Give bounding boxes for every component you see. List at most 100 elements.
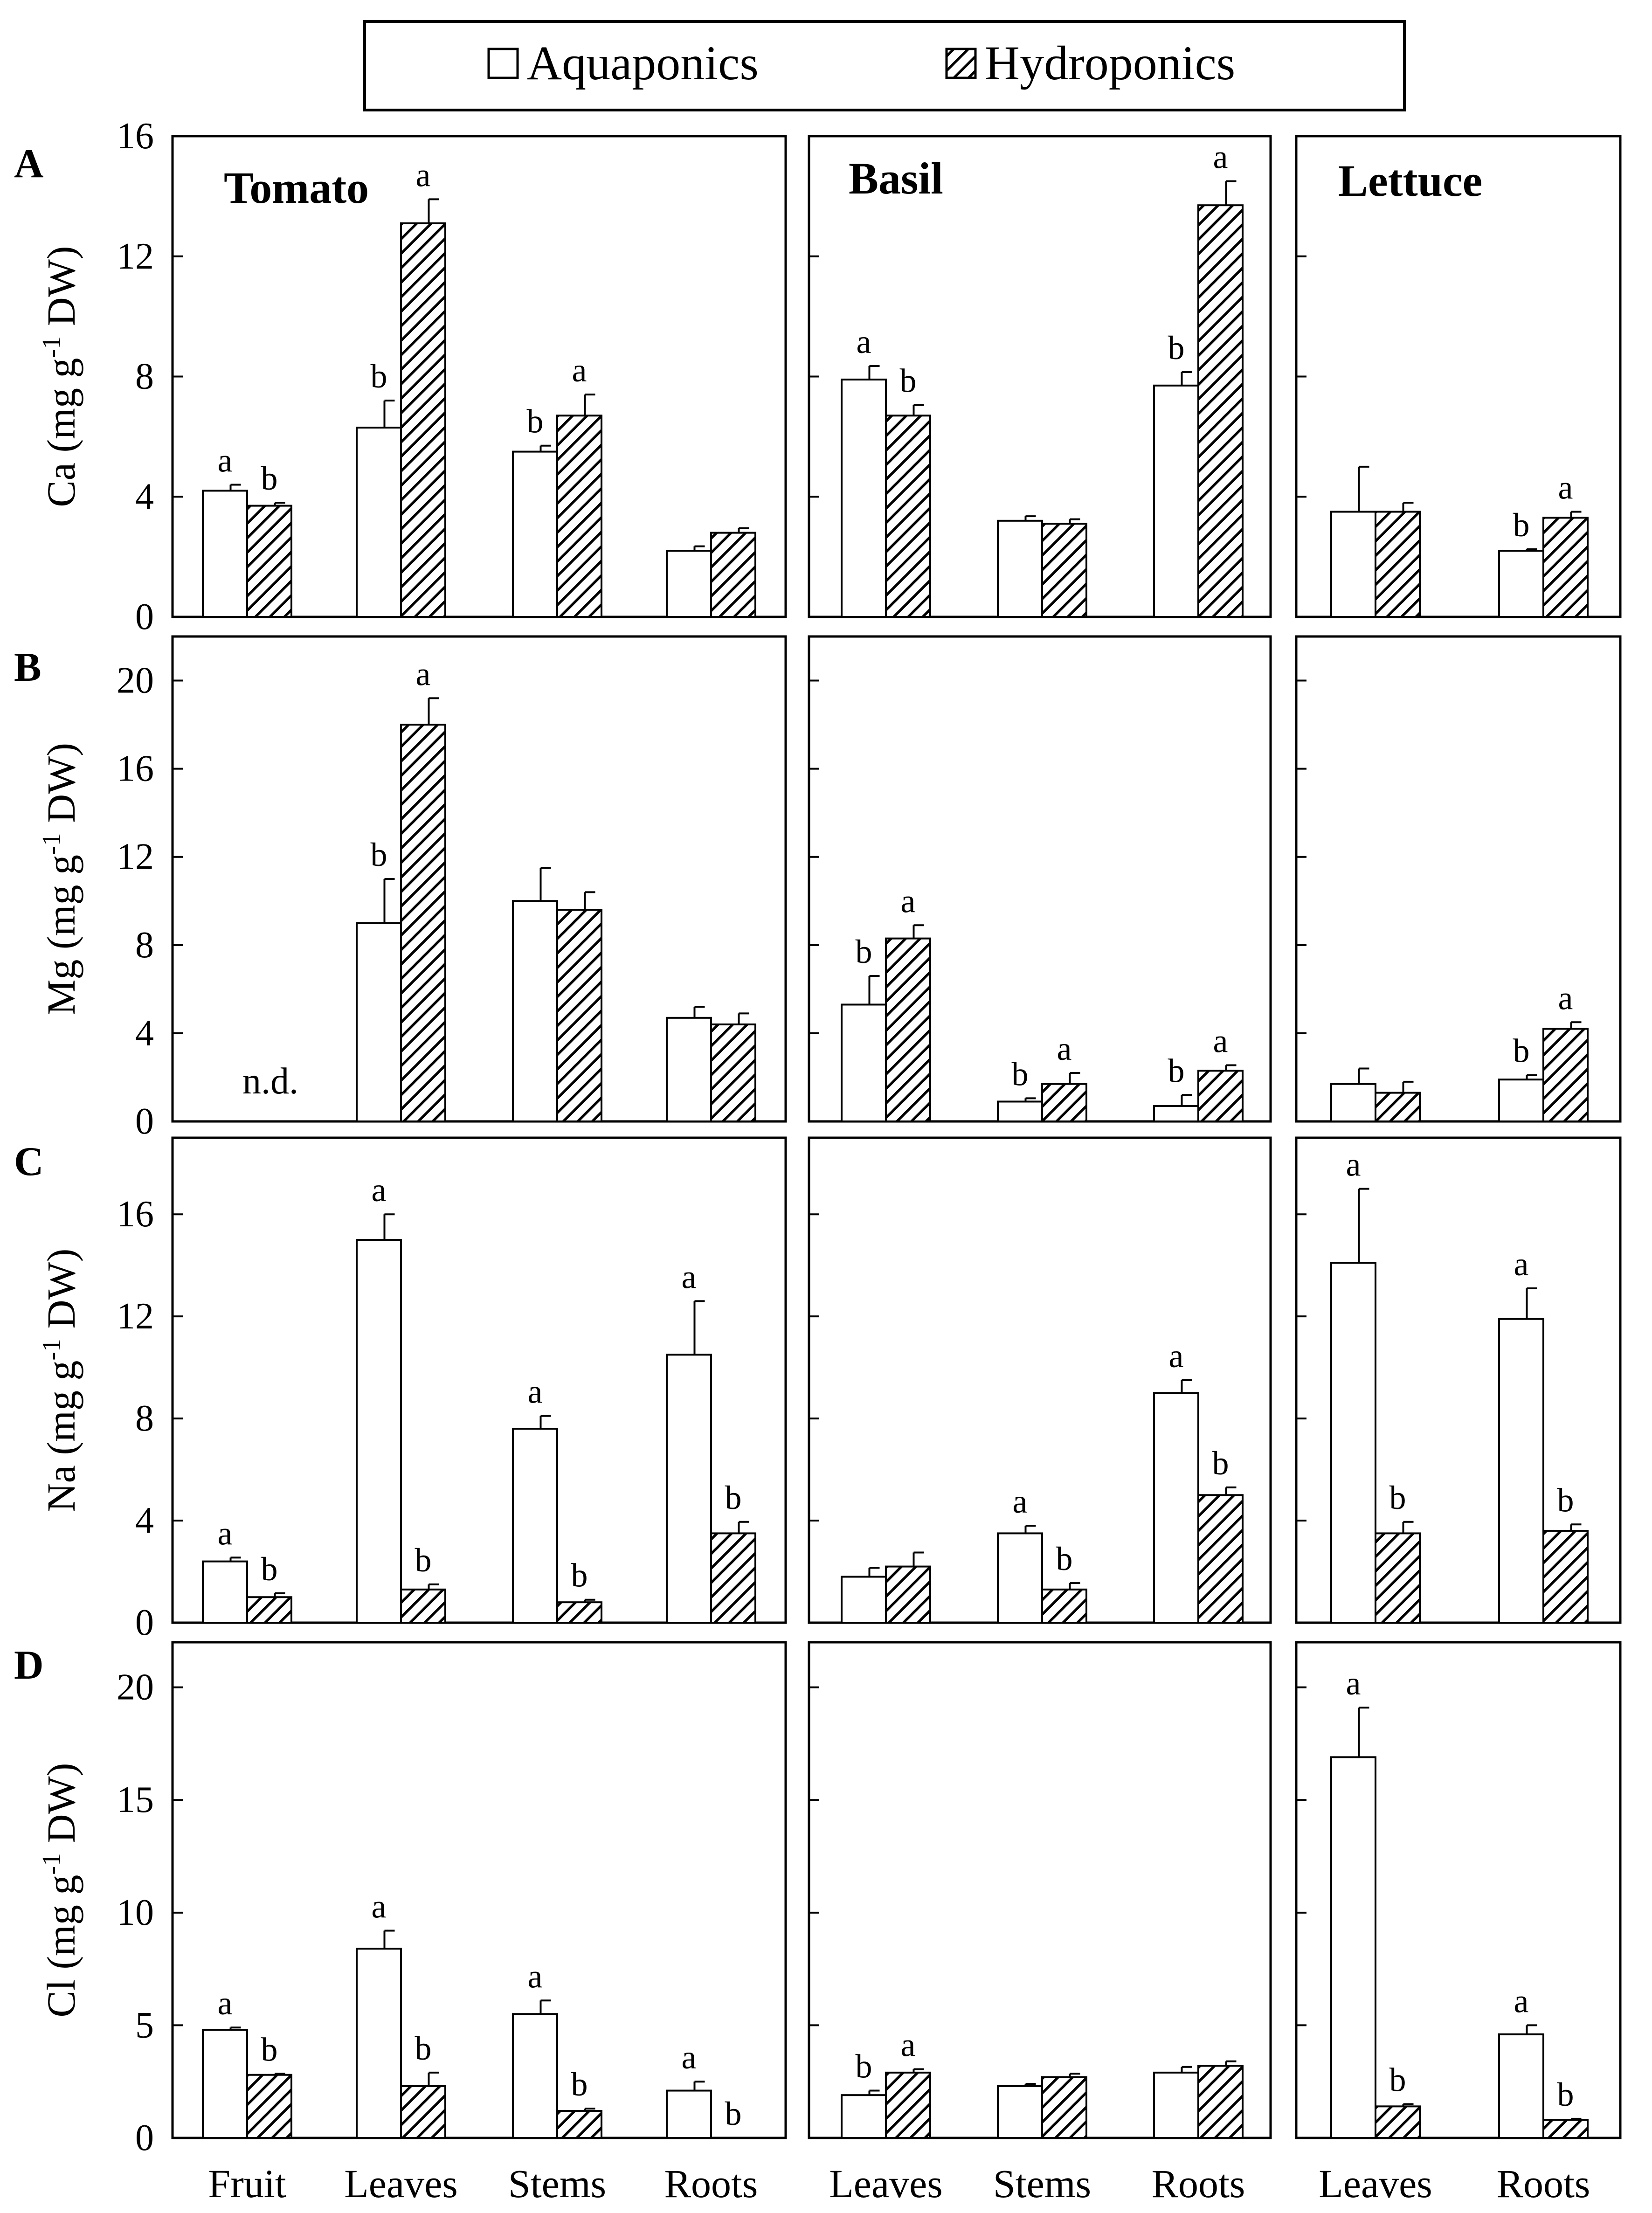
significance-letter: a [857,323,871,360]
significance-letter: b [1012,1055,1029,1093]
bar-hydroponics [710,1024,756,1122]
bar-aquaponics [1330,1262,1376,1624]
significance-letter: a [1013,1483,1028,1520]
bar-aquaponics [512,1428,558,1624]
bar-aquaponics [1498,550,1544,618]
significance-letter: a [218,442,233,479]
y-tick-label: 12 [117,236,154,277]
category-label-basil-stems: Stems [993,2161,1091,2206]
y-tick-label: 8 [135,1398,154,1439]
y-tick-label: 8 [135,925,154,966]
row-letter-c: C [14,1139,44,1184]
category-label-tomato-roots: Roots [664,2161,758,2206]
significance-letter: b [725,2095,742,2132]
bar-hydroponics [246,505,292,618]
legend-swatch-aquaponics [487,48,519,79]
significance-letter: a [1213,138,1228,176]
significance-letter: a [901,2026,916,2064]
bar-hydroponics [1197,1494,1244,1624]
panel-basil-d: ba [808,1641,1272,2139]
bar-aquaponics [1153,2071,1199,2139]
category-label-basil-roots: Roots [1152,2161,1245,2206]
bar-hydroponics [885,1565,931,1624]
significance-letter: b [371,836,387,873]
significance-letter: b [261,460,278,497]
bar-hydroponics [1197,1070,1244,1122]
significance-letter: b [1557,2076,1574,2113]
significance-letter: b [1056,1540,1073,1577]
bar-hydroponics [556,1601,602,1624]
bar-aquaponics [841,378,887,618]
bar-hydroponics [1197,2065,1244,2139]
significance-letter: a [1057,1030,1072,1067]
bar-aquaponics [997,1532,1043,1624]
significance-letter: a [1346,1146,1361,1183]
bar-hydroponics [1542,517,1589,618]
category-label-tomato-stems: Stems [508,2161,606,2206]
panel-frame [171,635,787,1123]
y-tick-label: 12 [117,837,154,878]
bar-aquaponics [356,1948,402,2139]
bar-hydroponics [885,2071,931,2139]
significance-letter: b [856,2048,872,2085]
category-label-tomato-leaves: Leaves [344,2161,458,2206]
significance-letter: a [528,1957,543,1995]
bar-aquaponics [841,1003,887,1123]
bar-aquaponics [1153,384,1199,618]
significance-letter: a [528,1373,543,1411]
bar-aquaponics [1330,1083,1376,1123]
bar-aquaponics [1330,511,1376,618]
significance-letter: b [415,1542,432,1579]
y-tick-label: 15 [117,1779,154,1820]
legend-swatch-hydroponics [945,48,977,79]
panel-lettuce-b: ba [1295,635,1622,1123]
significance-letter: a [1346,1665,1361,1702]
row-letter-b: B [14,645,41,690]
significance-letter: a [1213,1022,1228,1059]
bar-hydroponics [1542,1028,1589,1123]
significance-letter: b [571,2066,588,2103]
significance-letter: a [1558,979,1573,1017]
bar-aquaponics [1330,1756,1376,2139]
significance-letter: b [1389,2061,1406,2099]
significance-letter: b [1212,1445,1229,1482]
significance-letter: b [1513,506,1530,544]
y-tick-label: 0 [135,1602,154,1643]
significance-letter: a [682,1258,697,1295]
significance-letter: a [218,1985,233,2022]
bar-hydroponics [1041,2076,1087,2139]
bar-hydroponics [1197,204,1244,618]
bar-aquaponics [202,1560,248,1624]
legend-box [363,20,1406,111]
bar-aquaponics [666,1017,712,1122]
panel-frame [1295,635,1622,1123]
significance-letter: a [1514,1982,1529,2019]
significance-letter: a [1514,1245,1529,1283]
y-tick-label: 4 [135,1500,154,1541]
significance-letter: a [572,352,587,389]
bar-hydroponics [1542,2119,1589,2139]
panel-lettuce-d: a b a b [1295,1641,1622,2139]
panel-frame [171,1136,787,1624]
row-letter-a: A [14,141,44,187]
bar-aquaponics [997,1100,1043,1123]
significance-letter: b [1389,1479,1406,1516]
significance-letter: b [571,1557,588,1594]
row-letter-d: D [14,1643,44,1688]
y-tick-label: 0 [135,1101,154,1142]
bar-hydroponics [1375,1092,1421,1122]
not-detected-label: n.d. [242,1061,298,1102]
y-tick-label: 16 [117,1194,154,1235]
bar-aquaponics [666,1354,712,1624]
panel-frame [1295,1641,1622,2139]
y-axis-label: Cl (mg g-1 DW) [37,1763,83,2018]
bar-aquaponics [512,900,558,1122]
bar-hydroponics [246,2074,292,2139]
y-tick-label: 4 [135,476,154,517]
bar-aquaponics [512,450,558,618]
